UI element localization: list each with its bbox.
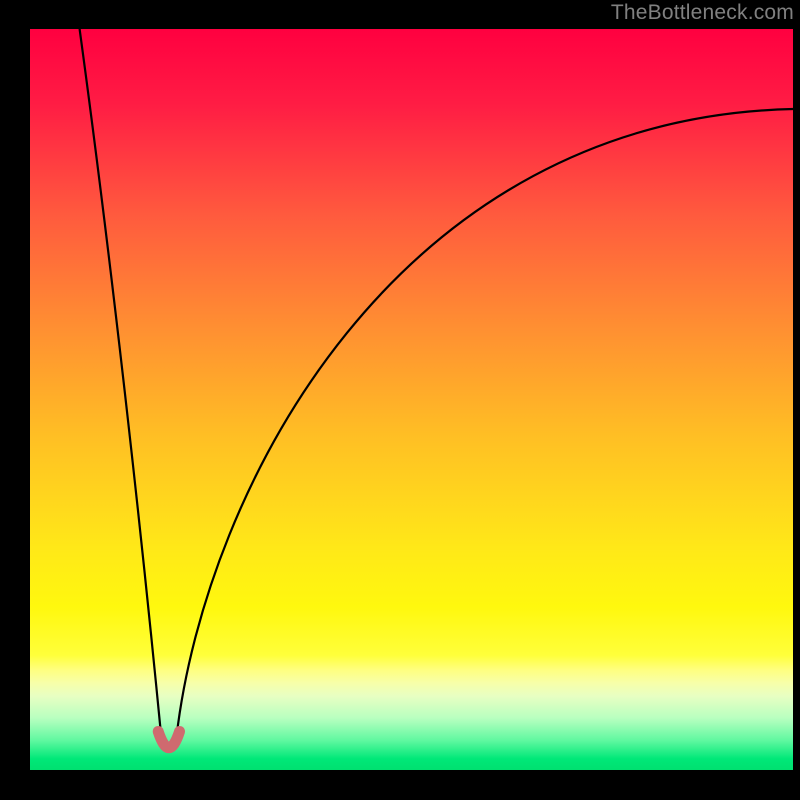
gradient-background (30, 29, 793, 770)
plot-svg (30, 29, 793, 770)
watermark-text: TheBottleneck.com (611, 0, 800, 25)
plot-area (30, 29, 793, 770)
outer-frame: TheBottleneck.com (0, 0, 800, 800)
